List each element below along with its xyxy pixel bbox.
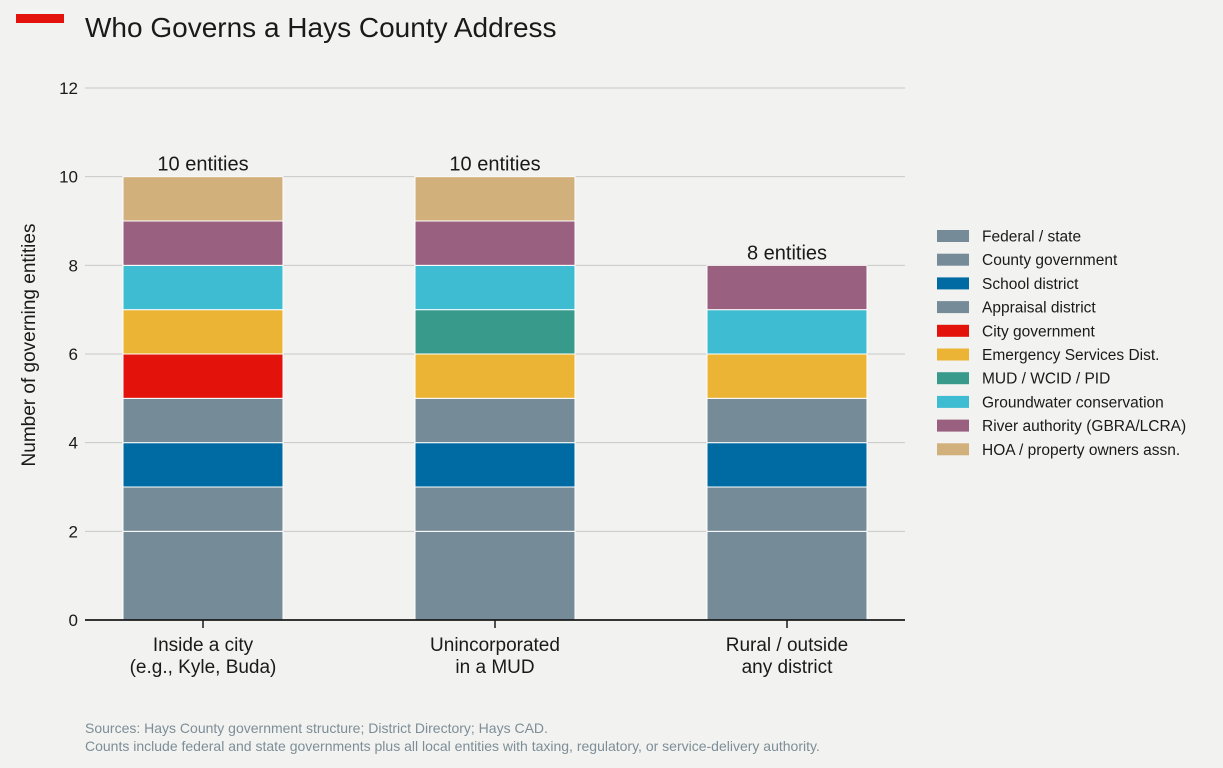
bar-segment <box>414 442 576 488</box>
legend-label: MUD / WCID / PID <box>982 371 1110 388</box>
bar-segment <box>706 264 868 311</box>
legend-label: City government <box>982 323 1096 340</box>
legend-swatch <box>937 419 969 432</box>
legend-label: River authority (GBRA/LCRA) <box>982 418 1186 435</box>
y-tick-label: 8 <box>69 256 78 275</box>
bar-segment <box>414 486 576 532</box>
y-tick-label: 12 <box>59 79 78 98</box>
bar-segment <box>122 309 284 355</box>
legend-label: County government <box>982 252 1118 269</box>
bar-segment <box>706 486 868 532</box>
x-category-label: Unincorporated <box>430 635 560 656</box>
bar-segment <box>706 309 868 355</box>
legend-swatch <box>937 253 969 266</box>
bar-segment <box>414 264 576 311</box>
bar-segment <box>414 220 576 266</box>
bar-segment <box>122 530 284 621</box>
bar-total-label: 8 entities <box>747 242 827 264</box>
chart-title: Who Governs a Hays County Address <box>85 12 557 43</box>
legend-swatch <box>937 395 969 408</box>
legend-swatch <box>937 277 969 290</box>
legend-swatch <box>937 324 969 337</box>
legend-label: Federal / state <box>982 229 1081 246</box>
legend-swatch <box>937 372 969 385</box>
legend-swatch <box>937 230 969 242</box>
x-category-label: any district <box>742 657 834 678</box>
y-axis-label: Number of governing entities <box>19 224 40 467</box>
x-category-label: (e.g., Kyle, Buda) <box>130 657 277 678</box>
bar-segment <box>706 442 868 488</box>
bar-segment <box>414 176 576 222</box>
brand-accent-bar <box>16 14 64 23</box>
bar-total-label: 10 entities <box>449 154 540 176</box>
legend-swatch <box>937 443 969 456</box>
legend-swatch <box>937 301 969 314</box>
bar-segment <box>122 176 284 222</box>
bar-segment <box>414 397 576 444</box>
bar-segment <box>122 220 284 266</box>
legend-label: Emergency Services Dist. <box>982 347 1159 364</box>
source-note-line-2: Counts include federal and state governm… <box>85 738 820 754</box>
y-tick-label: 10 <box>59 168 78 187</box>
bar-segment <box>414 530 576 621</box>
y-tick-label: 4 <box>69 434 78 453</box>
legend-label: Appraisal district <box>982 300 1096 317</box>
x-category-label: in a MUD <box>455 657 534 678</box>
bar-segment <box>122 442 284 488</box>
bar-total-label: 10 entities <box>157 154 248 176</box>
legend-swatch <box>937 348 969 361</box>
bar-segment <box>706 397 868 444</box>
legend-label: HOA / property owners assn. <box>982 442 1180 459</box>
bar-segment <box>414 353 576 399</box>
bar-segment <box>122 264 284 311</box>
bar-segment <box>122 397 284 444</box>
x-category-label: Inside a city <box>153 635 254 656</box>
legend-label: School district <box>982 276 1079 293</box>
source-note-line-1: Sources: Hays County government structur… <box>85 720 548 736</box>
y-tick-label: 2 <box>69 522 78 541</box>
bar-segment <box>414 309 576 355</box>
x-category-label: Rural / outside <box>726 635 849 656</box>
y-tick-label: 0 <box>69 611 78 630</box>
y-tick-label: 6 <box>69 345 78 364</box>
bar-segment <box>706 353 868 399</box>
bar-segment <box>122 353 284 399</box>
bar-segment <box>122 486 284 532</box>
legend-label: Groundwater conservation <box>982 394 1164 411</box>
bar-segment <box>706 530 868 621</box>
